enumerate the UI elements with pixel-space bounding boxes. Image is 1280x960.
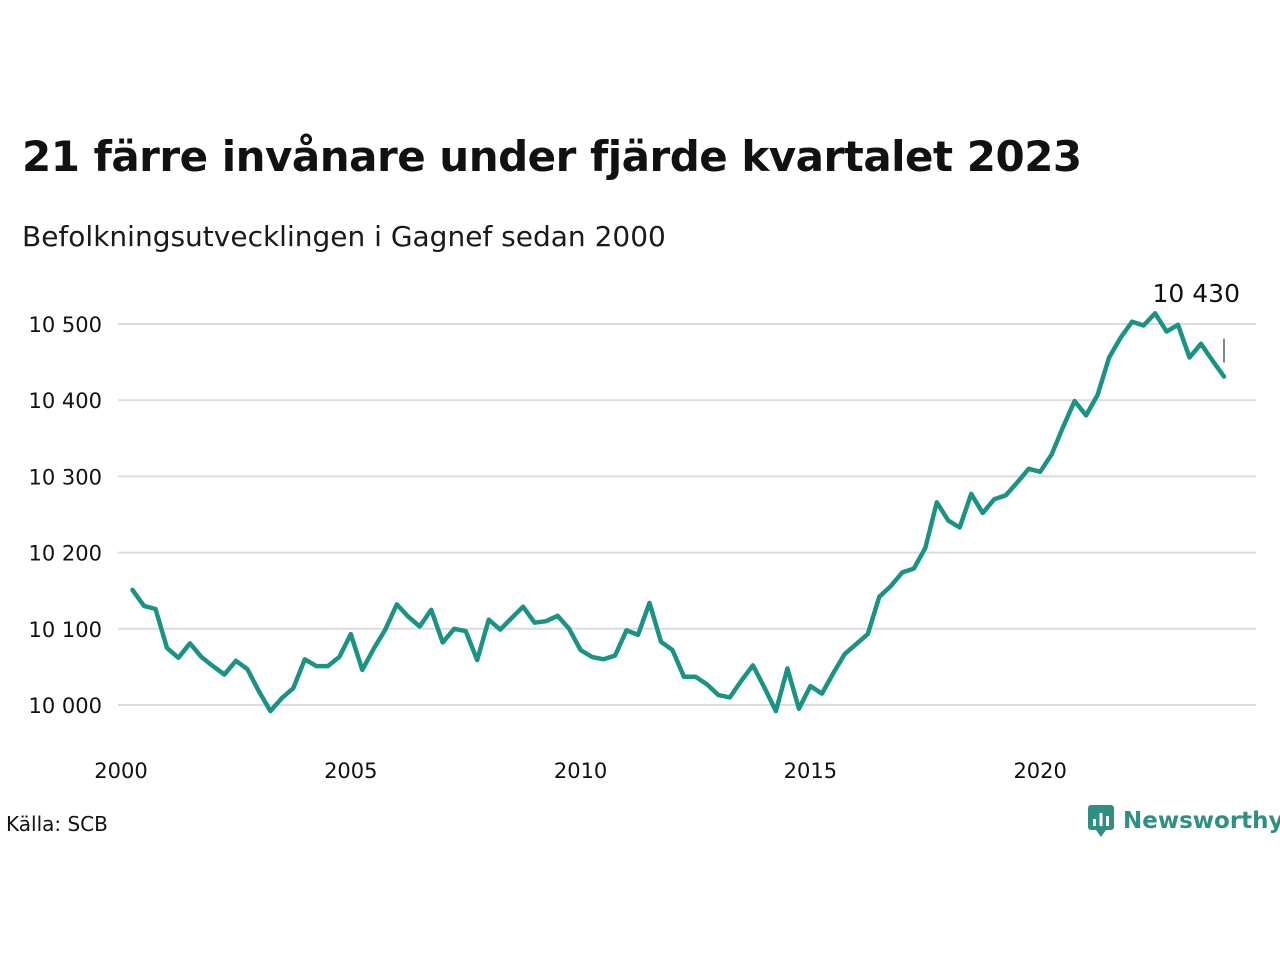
chart-subtitle: Befolkningsutvecklingen i Gagnef sedan 2… — [22, 220, 666, 253]
last-value-label: 10 430 — [1153, 279, 1240, 308]
x-tick-label: 2020 — [1013, 759, 1066, 783]
newsworthy-logo-icon — [1088, 805, 1114, 837]
y-tick-label: 10 300 — [29, 465, 102, 489]
source-note: Källa: SCB — [6, 812, 108, 836]
brand-name: Newsworthy — [1123, 808, 1280, 834]
y-tick-label: 10 200 — [29, 542, 102, 566]
x-tick-label: 2000 — [94, 759, 147, 783]
x-tick-label: 2005 — [324, 759, 377, 783]
y-tick-label: 10 000 — [29, 694, 102, 718]
x-tick-label: 2010 — [554, 759, 607, 783]
y-tick-label: 10 400 — [29, 389, 102, 413]
chart-title: 21 färre invånare under fjärde kvartalet… — [22, 132, 1082, 181]
x-tick-label: 2015 — [784, 759, 837, 783]
series-line — [130, 311, 1227, 714]
brand-logo[interactable]: Newsworthy — [1087, 804, 1280, 838]
y-tick-label: 10 100 — [29, 618, 102, 642]
y-tick-label: 10 500 — [29, 313, 102, 337]
